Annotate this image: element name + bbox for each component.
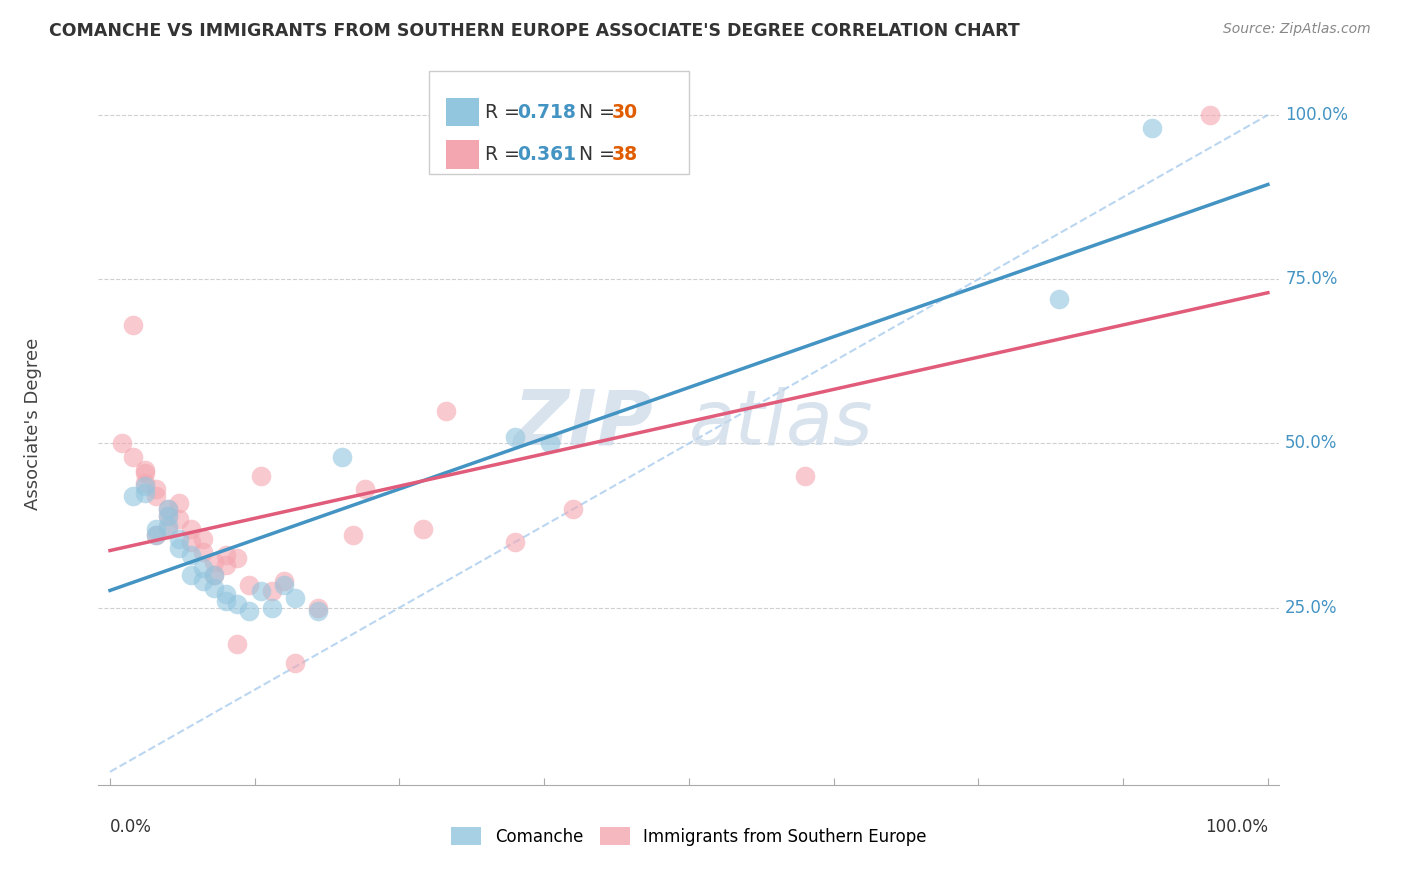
Point	[156, 502, 179, 516]
Point	[412, 522, 434, 536]
Point	[273, 577, 295, 591]
Point	[180, 535, 202, 549]
Point	[145, 483, 167, 497]
Point	[202, 555, 225, 569]
Point	[793, 469, 815, 483]
Legend: Comanche, Immigrants from Southern Europe: Comanche, Immigrants from Southern Europ…	[444, 821, 934, 853]
Text: 100.0%: 100.0%	[1205, 818, 1268, 836]
Point	[191, 574, 214, 589]
Point	[156, 522, 179, 536]
Point	[238, 577, 260, 591]
Text: R =: R =	[485, 103, 526, 121]
Point	[307, 604, 329, 618]
Text: 0.718: 0.718	[517, 103, 576, 121]
Point	[122, 489, 145, 503]
Point	[1049, 292, 1071, 306]
Point	[284, 657, 307, 671]
Point	[202, 581, 225, 595]
Text: 30: 30	[612, 103, 638, 121]
Text: Associate's Degree: Associate's Degree	[24, 337, 42, 510]
Point	[156, 508, 179, 523]
Point	[145, 528, 167, 542]
Text: atlas: atlas	[689, 387, 873, 460]
Point	[226, 598, 249, 612]
Point	[215, 587, 238, 601]
Point	[1199, 108, 1222, 122]
Point	[191, 532, 214, 546]
Point	[180, 548, 202, 562]
Text: 100.0%: 100.0%	[1285, 106, 1348, 124]
Point	[238, 604, 260, 618]
Point	[434, 403, 457, 417]
Point	[202, 567, 225, 582]
Point	[191, 545, 214, 559]
Point	[330, 450, 353, 464]
Point	[134, 479, 156, 493]
Point	[110, 436, 132, 450]
Point	[342, 528, 364, 542]
Text: ZIP: ZIP	[513, 387, 654, 460]
Point	[503, 430, 526, 444]
Text: 75.0%: 75.0%	[1285, 270, 1337, 288]
Point	[122, 450, 145, 464]
Point	[134, 463, 156, 477]
Point	[134, 475, 156, 490]
Text: 50.0%: 50.0%	[1285, 434, 1337, 452]
Text: 0.0%: 0.0%	[110, 818, 152, 836]
Point	[249, 584, 271, 599]
Text: Source: ZipAtlas.com: Source: ZipAtlas.com	[1223, 22, 1371, 37]
Point	[226, 551, 249, 566]
Point	[145, 528, 167, 542]
Text: 38: 38	[612, 145, 638, 164]
Point	[353, 483, 375, 497]
Point	[169, 541, 191, 556]
Text: N =: N =	[579, 145, 621, 164]
Point	[134, 466, 156, 480]
Point	[156, 502, 179, 516]
Point	[191, 561, 214, 575]
Text: 0.361: 0.361	[517, 145, 576, 164]
Point	[249, 469, 271, 483]
Point	[307, 600, 329, 615]
Text: R =: R =	[485, 145, 526, 164]
Point	[1140, 121, 1163, 136]
Point	[145, 489, 167, 503]
Point	[215, 548, 238, 562]
Point	[202, 567, 225, 582]
Point	[215, 594, 238, 608]
Point	[262, 600, 284, 615]
Point	[503, 535, 526, 549]
Point	[215, 558, 238, 572]
Text: COMANCHE VS IMMIGRANTS FROM SOUTHERN EUROPE ASSOCIATE'S DEGREE CORRELATION CHART: COMANCHE VS IMMIGRANTS FROM SOUTHERN EUR…	[49, 22, 1019, 40]
Point	[262, 584, 284, 599]
Point	[169, 495, 191, 509]
Point	[538, 436, 561, 450]
Point	[156, 508, 179, 523]
Point	[284, 591, 307, 605]
Point	[226, 637, 249, 651]
Text: N =: N =	[579, 103, 621, 121]
Point	[169, 512, 191, 526]
Point	[169, 532, 191, 546]
Point	[562, 502, 585, 516]
Point	[180, 567, 202, 582]
Point	[156, 518, 179, 533]
Point	[180, 522, 202, 536]
Text: 25.0%: 25.0%	[1285, 599, 1337, 616]
Point	[122, 318, 145, 333]
Point	[273, 574, 295, 589]
Point	[145, 522, 167, 536]
Point	[134, 485, 156, 500]
